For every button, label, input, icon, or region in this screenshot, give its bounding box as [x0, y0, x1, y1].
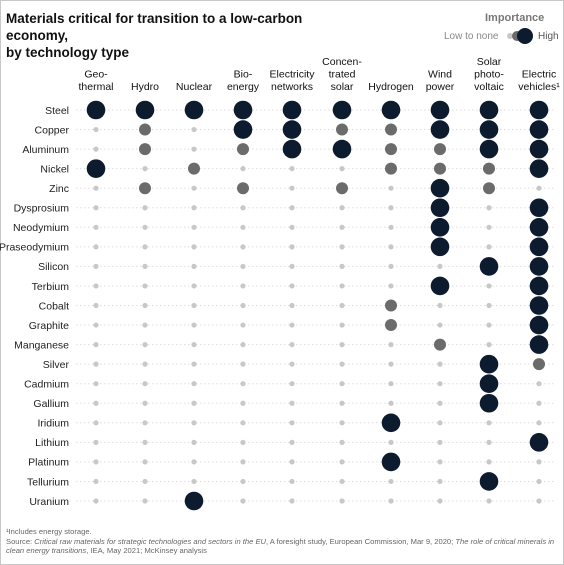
legend-low-label: Low to none — [444, 31, 499, 42]
source-middle: , A foresight study, European Commission… — [266, 536, 456, 546]
legend-dot-high — [517, 28, 533, 44]
source-title-1: Critical raw materials for strategic tec… — [34, 536, 266, 546]
source-end: , IEA, May 2021; McKinsey analysis — [86, 546, 207, 556]
legend-dot-low — [507, 33, 513, 39]
chart-title-line-1: Materials critical for transition to a l… — [6, 11, 303, 43]
legend-importance-dots — [507, 28, 533, 44]
footnote-source: Source: Critical raw materials for strat… — [6, 537, 558, 556]
legend-high-label: High — [538, 31, 559, 42]
footnote: ¹Includes energy storage. Source: Critic… — [6, 527, 558, 556]
legend-title: Importance — [485, 12, 545, 24]
source-title-2: The role of critical minerals in clean e… — [6, 536, 555, 556]
chart-title: Materials critical for transition to a l… — [6, 10, 366, 61]
source-prefix: Source: — [6, 536, 35, 546]
chart-title-line-2: by technology type — [6, 45, 130, 60]
footnote-note: ¹Includes energy storage. — [6, 527, 92, 536]
